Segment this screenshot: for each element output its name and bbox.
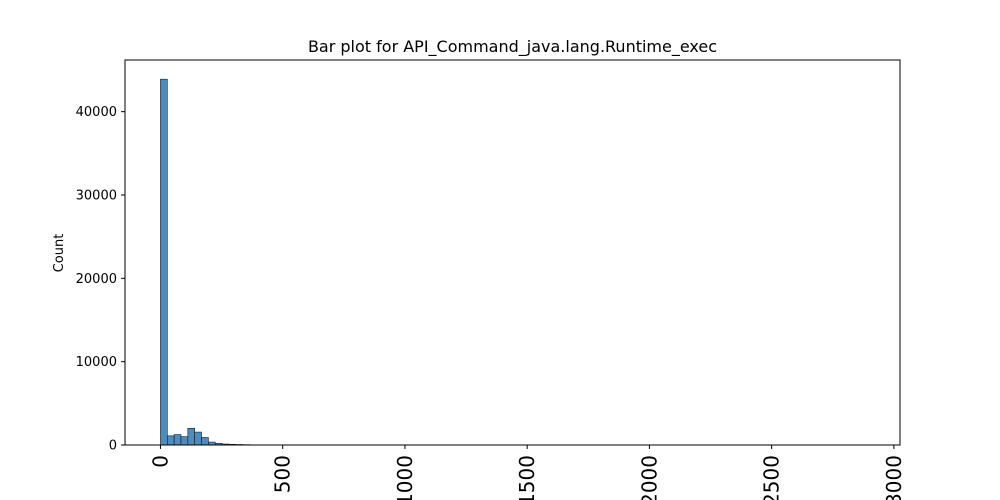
histogram-bar xyxy=(187,428,195,446)
y-tick-label: 40000 xyxy=(76,105,117,120)
histogram-bar xyxy=(194,431,202,446)
plot-area-frame xyxy=(124,59,901,446)
histogram-bar xyxy=(166,435,175,446)
histogram-bar xyxy=(201,437,209,446)
histogram-bar xyxy=(173,434,182,446)
x-tick-label: 1500 xyxy=(515,455,539,500)
y-tick-label: 0 xyxy=(109,439,117,454)
histogram-bar xyxy=(180,436,189,446)
x-tick-label: 3000 xyxy=(882,455,906,500)
x-tick-label: 2000 xyxy=(637,455,661,500)
x-tick-label: 500 xyxy=(271,455,295,493)
y-tick-label: 20000 xyxy=(76,272,117,287)
x-tick-label: 2500 xyxy=(760,455,784,500)
x-tick-label: 1000 xyxy=(393,455,417,500)
chart-title: Bar plot for API_Command_java.lang.Runti… xyxy=(308,37,717,57)
x-tick-label: 0 xyxy=(148,455,172,468)
x-axis-ticks: 0 500 1000 1500 2000 2500 3000 xyxy=(148,445,906,500)
histogram-bar xyxy=(160,78,168,446)
y-tick-label: 10000 xyxy=(76,355,117,370)
y-tick-label: 30000 xyxy=(76,189,117,204)
y-axis-title: Count xyxy=(52,234,67,273)
y-axis-ticks: 0 10000 20000 30000 40000 xyxy=(76,105,125,454)
